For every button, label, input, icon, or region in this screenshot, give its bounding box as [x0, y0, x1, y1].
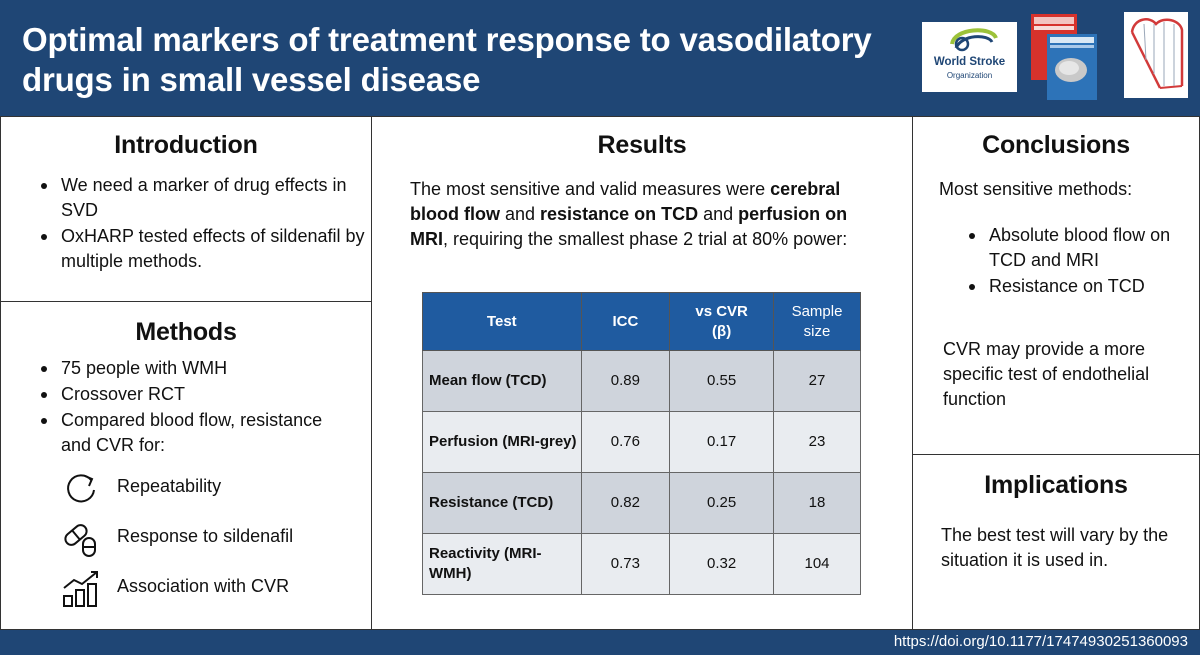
table-row: Resistance (TCD) 0.82 0.25 18: [422, 472, 861, 534]
results-text-part: The most sensitive and valid measures we…: [410, 179, 771, 199]
refresh-icon: [67, 474, 95, 503]
results-emphasis-resistance: resistance on TCD: [540, 204, 699, 224]
results-text-part: , requiring the smallest phase 2 trial a…: [443, 229, 848, 249]
table-cell-icc: 0.76: [580, 411, 671, 473]
title-line-1: Optimal markers of treatment response to…: [22, 21, 872, 58]
list-item: We need a marker of drug effects in SVD: [37, 173, 367, 223]
results-emphasis-perfusion: perfusion on MRI: [410, 204, 848, 249]
implications-text: The best test will vary by the situation…: [941, 525, 1169, 570]
table-row: Mean flow (TCD) 0.89 0.55 27: [422, 350, 861, 412]
method-item-cvr: Association with CVR: [61, 568, 361, 608]
footer-bar: https://doi.org/10.1177/1747493025136009…: [0, 630, 1200, 655]
table-header-row: Test ICC vs CVR (β) Sample size: [422, 292, 861, 351]
oxharp-logo: [1124, 12, 1188, 98]
list-item: 75 people with WMH: [37, 356, 357, 381]
wso-swirl-icon: [950, 28, 998, 52]
doi-link[interactable]: https://doi.org/10.1177/1747493025136009…: [893, 633, 1188, 650]
column-header-vs-cvr: vs CVR (β): [669, 292, 775, 351]
method-item-label: Repeatability: [117, 476, 222, 496]
results-summary: The most sensitive and valid measures we…: [410, 177, 890, 252]
wso-name: World Stroke: [933, 56, 1006, 68]
table-row: Reactivity (MRI-WMH) 0.73 0.32 104: [422, 533, 861, 595]
methods-bullets: 75 people with WMH Crossover RCT Compare…: [37, 356, 357, 459]
table-cell-icc: 0.89: [580, 350, 671, 412]
poster-title: Optimal markers of treatment response to…: [22, 20, 902, 100]
methods-panel: Methods 75 people with WMH Crossover RCT…: [0, 301, 372, 630]
header-banner: Optimal markers of treatment response to…: [0, 0, 1200, 116]
list-item: OxHARP tested effects of sildenafil by m…: [37, 224, 367, 274]
table-cell-icc: 0.82: [580, 472, 671, 534]
column-header-sample-size: Sample size: [773, 292, 861, 351]
conclusions-panel: Conclusions Most sensitive methods: Abso…: [912, 116, 1200, 455]
method-item-label: Association with CVR: [117, 576, 290, 596]
table-cell-vs-cvr: 0.55: [669, 350, 775, 412]
list-item: Compared blood flow, resistance and CVR …: [37, 408, 357, 458]
methods-heading: Methods: [135, 318, 237, 346]
column-header-icc: ICC: [580, 292, 671, 351]
table-cell-sample-size: 23: [773, 411, 861, 473]
list-item: Absolute blood flow on TCD and MRI: [965, 223, 1191, 273]
table-cell-test: Perfusion (MRI-grey): [422, 411, 582, 473]
table-row: Perfusion (MRI-grey) 0.76 0.17 23: [422, 411, 861, 473]
harp-icon: [1130, 18, 1184, 89]
title-line-2: drugs in small vessel disease: [22, 61, 481, 98]
table-cell-vs-cvr: 0.32: [669, 533, 775, 595]
implications-panel: Implications The best test will vary by …: [912, 454, 1200, 630]
results-heading: Results: [597, 131, 687, 159]
introduction-panel: Introduction We need a marker of drug ef…: [0, 116, 372, 302]
method-item-sildenafil: Response to sildenafil: [61, 518, 361, 558]
implications-heading: Implications: [984, 471, 1128, 499]
table-cell-test: Reactivity (MRI-WMH): [422, 533, 582, 595]
table-cell-vs-cvr: 0.25: [669, 472, 775, 534]
conclusions-bullets: Absolute blood flow on TCD and MRI Resis…: [965, 223, 1191, 300]
results-text-part: and: [698, 204, 739, 224]
conclusions-heading: Conclusions: [982, 131, 1130, 159]
results-table: Test ICC vs CVR (β) Sample size Mean flo…: [422, 292, 861, 595]
table-cell-icc: 0.73: [580, 533, 671, 595]
table-cell-vs-cvr: 0.17: [669, 411, 775, 473]
results-text-part: and: [499, 204, 541, 224]
bar-chart-icon: [63, 571, 98, 607]
results-emphasis-blood-flow: cerebral blood flow: [410, 179, 841, 224]
table-cell-sample-size: 18: [773, 472, 861, 534]
world-stroke-organization-logo: World Stroke Organization: [922, 22, 1017, 92]
list-item: Crossover RCT: [37, 382, 357, 407]
introduction-heading: Introduction: [114, 131, 258, 159]
table-cell-test: Mean flow (TCD): [422, 350, 582, 412]
wso-subtitle: Organization: [946, 71, 993, 80]
journal-cover-icon: [1031, 14, 1097, 100]
conclusions-intro: Most sensitive methods:: [939, 179, 1133, 199]
conclusions-note: CVR may provide a more specific test of …: [943, 339, 1150, 409]
method-item-repeatability: Repeatability: [61, 468, 361, 508]
pill-icon: [64, 524, 96, 557]
method-item-label: Response to sildenafil: [117, 526, 294, 546]
column-header-test: Test: [422, 292, 582, 351]
table-cell-test: Resistance (TCD): [422, 472, 582, 534]
list-item: Resistance on TCD: [965, 274, 1191, 299]
table-cell-sample-size: 104: [773, 533, 861, 595]
introduction-bullets: We need a marker of drug effects in SVD …: [37, 173, 367, 275]
table-cell-sample-size: 27: [773, 350, 861, 412]
